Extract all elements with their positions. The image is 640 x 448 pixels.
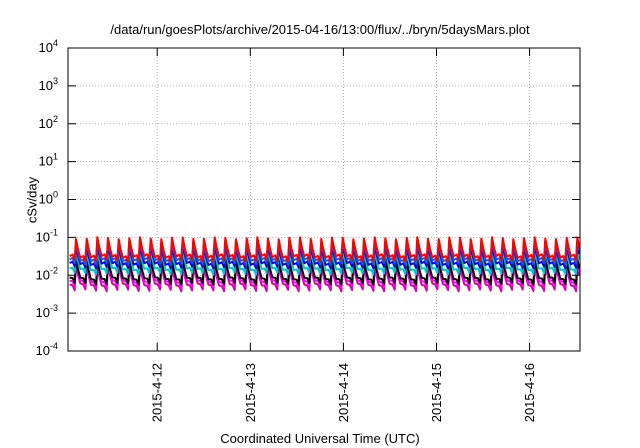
series-layer: [69, 236, 581, 293]
y-tick-label: 10-1: [36, 227, 58, 244]
x-tick-label: 2015-4-14: [336, 363, 351, 422]
x-axis-label: Coordinated Universal Time (UTC): [220, 431, 420, 446]
y-tick-label: 10-3: [36, 303, 58, 320]
chart-title: /data/run/goesPlots/archive/2015-04-16/1…: [110, 22, 530, 37]
series-line: [69, 248, 581, 276]
y-tick-label: 10-2: [36, 265, 58, 282]
x-tick-label: 2015-4-15: [429, 363, 444, 422]
y-tick-label: 103: [39, 76, 58, 93]
series-line: [69, 236, 581, 263]
label-layer: 10-4 10-3 10-2 10-1 100 101 102 103 104 2015-4-12…: [36, 38, 538, 422]
y-tick-label: 104: [39, 38, 58, 55]
x-tick-label: 2015-4-12: [150, 363, 165, 422]
y-tick-label: 101: [39, 152, 58, 169]
series-line: [69, 257, 581, 286]
grid-layer: [68, 48, 580, 351]
y-axis-label: cSv/day: [24, 176, 40, 224]
y-tick-label: 100: [39, 190, 58, 207]
tick-layer: [68, 47, 580, 352]
y-tick-label: 102: [39, 114, 58, 131]
y-tick-label: 10-4: [36, 341, 58, 358]
x-tick-label: 2015-4-16: [522, 363, 537, 422]
x-tick-label: 2015-4-13: [243, 363, 258, 422]
